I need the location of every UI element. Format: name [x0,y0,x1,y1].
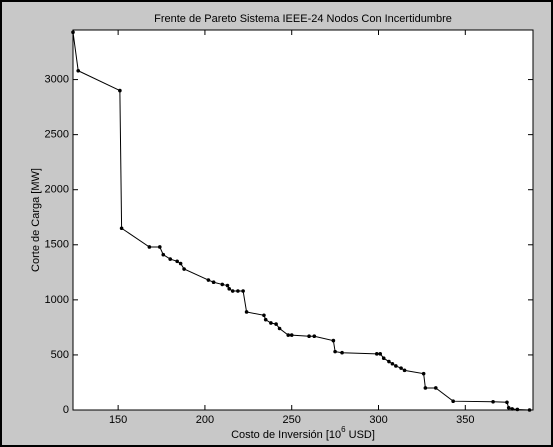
data-point [340,350,344,355]
data-point [491,399,495,404]
x-tick-label: 300 [369,414,387,426]
y-tick-label: 500 [51,349,69,361]
data-point [225,283,230,288]
data-point [211,280,216,285]
data-point [421,371,426,376]
data-point [381,356,386,361]
x-tick-label: 200 [196,414,214,426]
x-label-part: USD] [346,429,375,441]
x-tick-label: 350 [456,414,474,426]
axes-box [72,29,534,411]
data-point [220,282,225,287]
chart-title: Frente de Pareto Sistema IEEE-24 Nodos C… [154,13,452,25]
y-tick-label: 2500 [45,129,69,141]
y-tick-label: 3000 [45,73,69,85]
x-tick-label: 250 [283,414,301,426]
data-point [157,245,162,249]
y-tick-label: 2000 [45,184,69,196]
data-point [178,261,183,266]
x-axis-label: Costo de Inversión [106 USD] [231,425,375,441]
data-point [433,386,438,390]
data-point [147,245,152,249]
data-point [331,338,336,343]
data-point [402,368,407,373]
x-label-sup: 6 [341,425,346,434]
data-point [262,313,266,318]
data-point [269,321,273,325]
data-point [277,326,282,331]
y-axis-label: Corte de Carga [MW] [30,168,42,272]
data-point [206,278,211,282]
y-tick-label: 1500 [45,239,69,251]
y-tick-label: 1000 [45,294,69,306]
data-point [505,400,509,405]
data-point [230,289,235,293]
data-point [527,408,532,412]
data-point [241,289,245,293]
data-point [506,405,511,410]
data-point [289,333,294,337]
data-point [286,333,291,337]
data-point [390,361,395,366]
data-point [312,334,317,339]
data-point [378,352,383,356]
data-point [307,334,311,339]
data-point [182,267,186,271]
x-label-part: Costo de Inversión [10 [231,429,341,441]
data-point [236,289,240,293]
data-point [451,399,455,403]
data-point [161,252,166,257]
data-point [374,352,379,356]
data-point [244,310,249,314]
data-point [76,68,81,73]
data-point [119,226,124,231]
data-point [515,407,520,412]
y-tick-label: 0 [63,404,69,416]
data-point [387,359,391,364]
data-point [333,349,337,354]
data-point [71,30,75,35]
data-point [394,364,398,368]
data-point [227,287,232,291]
data-point [399,366,403,370]
data-point [263,317,268,322]
data-point [423,386,428,390]
data-point [274,322,278,326]
x-tick-label: 150 [109,414,127,426]
data-point [118,88,122,93]
data-point [175,259,179,264]
data-point [168,257,173,261]
data-point [510,407,514,411]
